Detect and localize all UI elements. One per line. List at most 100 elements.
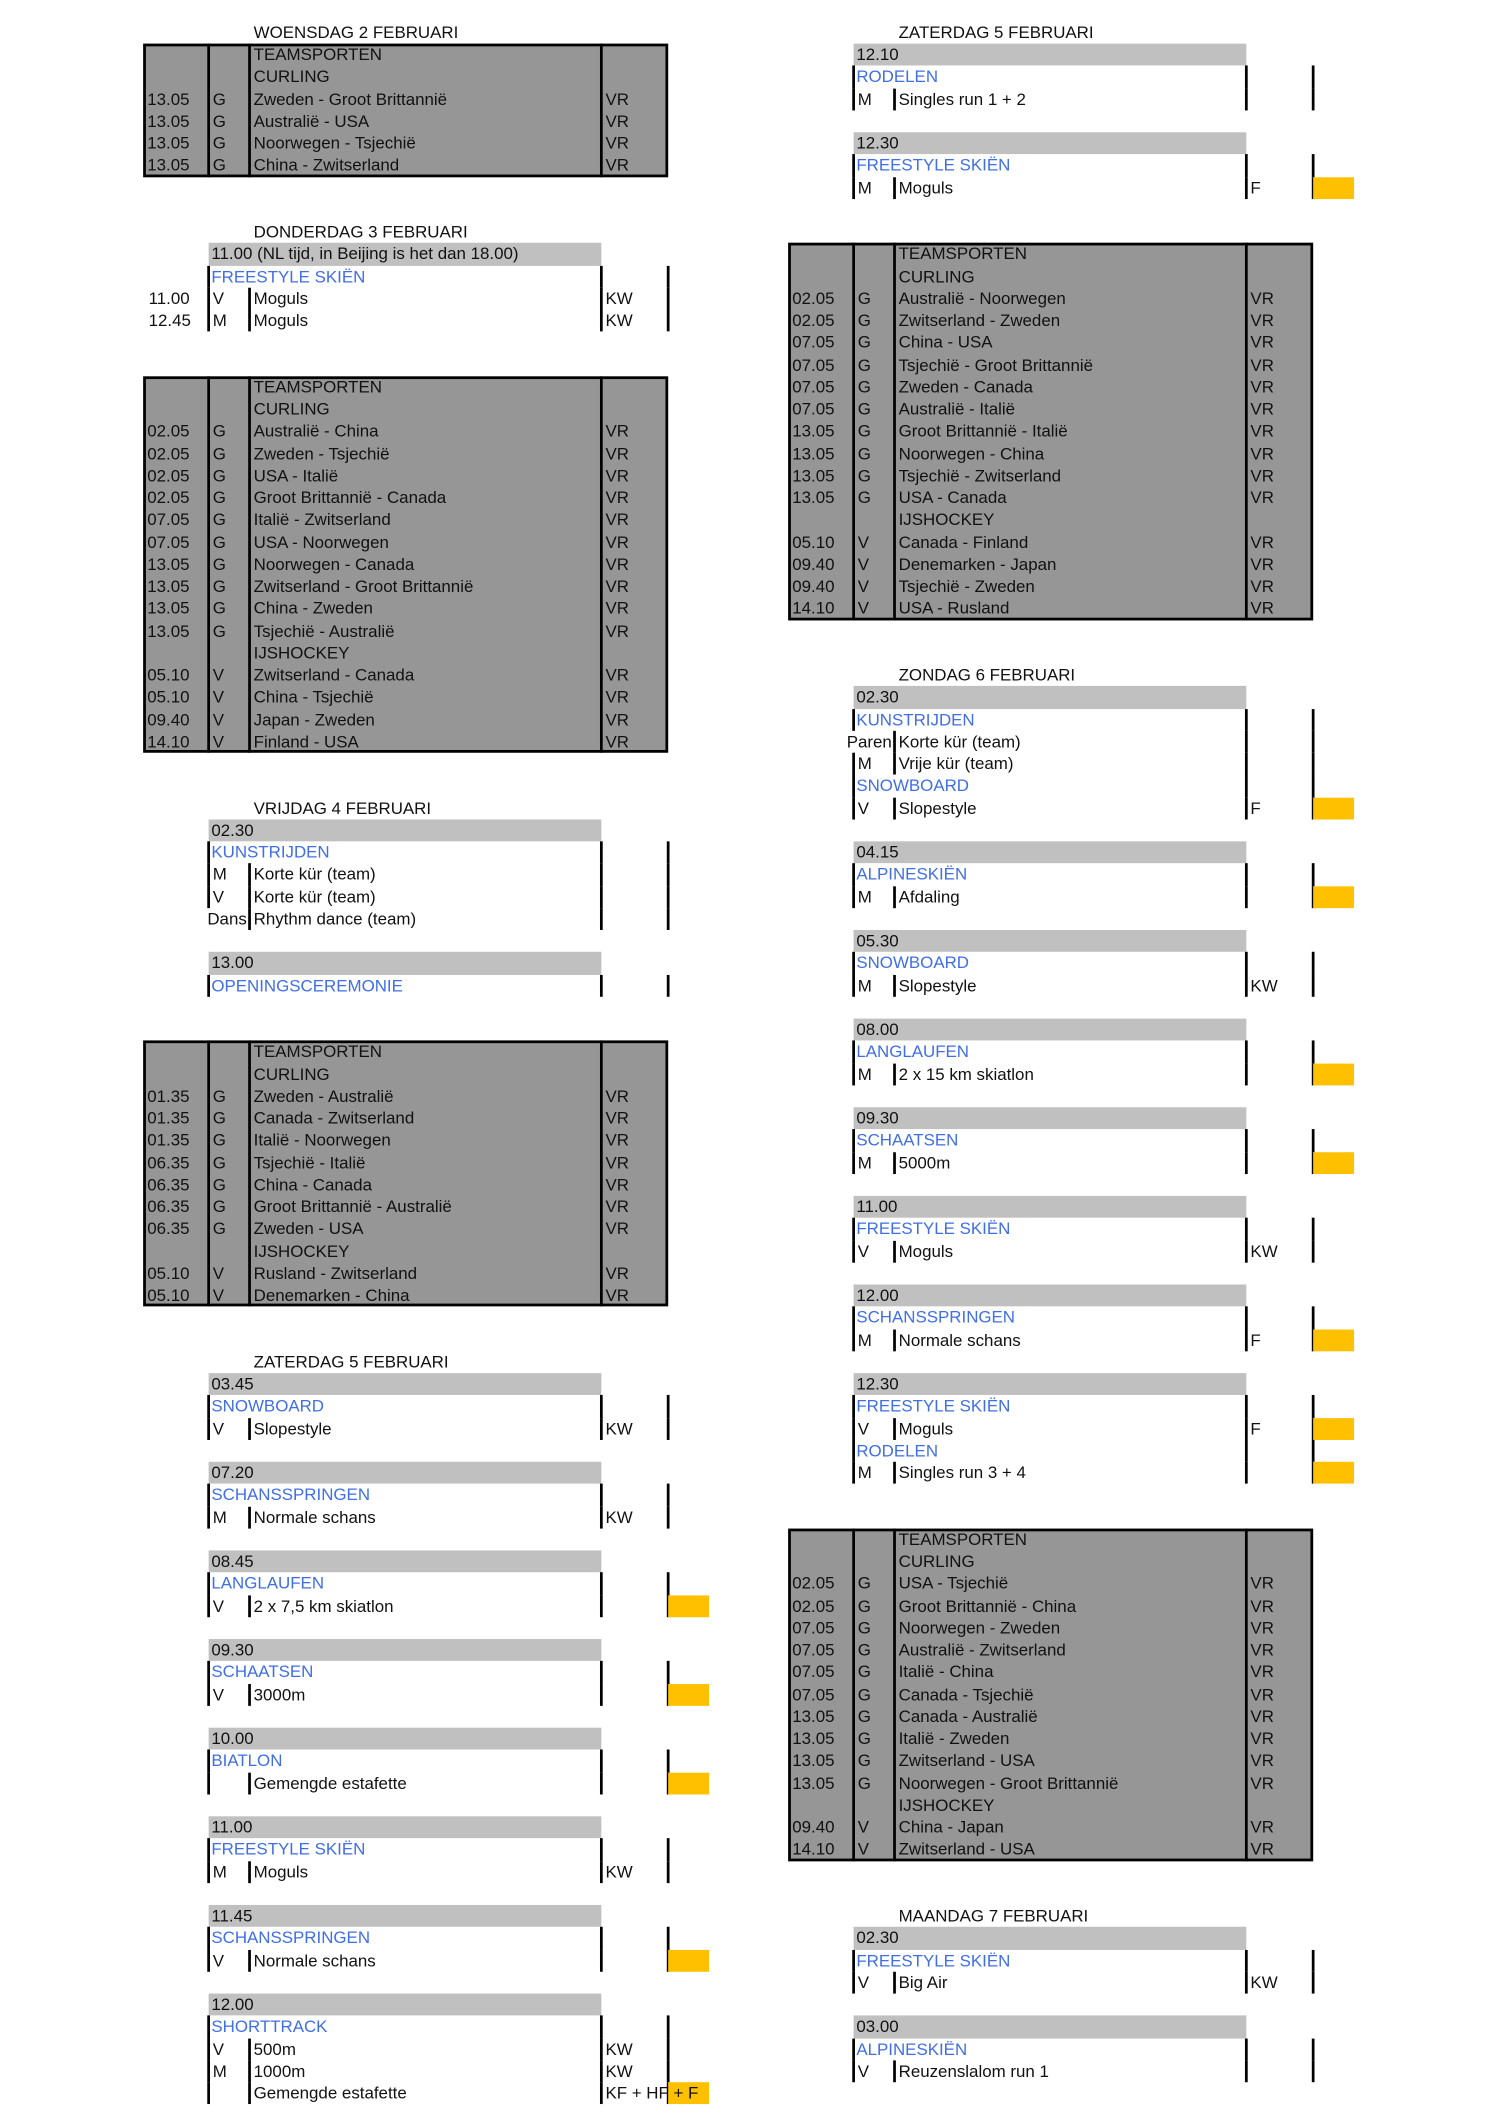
match-teams[interactable]: Italië - Noorwegen: [253, 1130, 391, 1151]
match-teams[interactable]: Noorwegen - Zweden: [898, 1618, 1061, 1638]
column-divider: [893, 1461, 896, 1485]
match-teams[interactable]: USA - Italië: [253, 466, 339, 486]
match-teams[interactable]: Denemarken - Japan: [898, 554, 1057, 574]
match-teams[interactable]: Canada - Australië: [898, 1707, 1038, 1727]
event-name[interactable]: Slopestyle: [898, 798, 977, 818]
match-teams[interactable]: Italië - Zweden: [898, 1729, 1010, 1749]
match-teams[interactable]: Tsjechië - Australië: [253, 621, 395, 641]
event-name[interactable]: Moguls: [253, 288, 309, 309]
match-teams[interactable]: Noorwegen - Canada: [253, 554, 415, 574]
match-teams[interactable]: Zwitserland - USA: [898, 1751, 1035, 1771]
match-teams[interactable]: Italië - China: [898, 1662, 994, 1682]
column-divider: [1244, 1971, 1248, 1994]
event-name[interactable]: Moguls: [898, 178, 954, 198]
column-divider: [1311, 1461, 1315, 1485]
match-teams[interactable]: Australië - Zwitserland: [898, 1640, 1066, 1660]
match-teams[interactable]: Zwitserland - USA: [898, 1840, 1035, 1860]
event-name[interactable]: Rhythm dance (team): [253, 909, 417, 929]
event-name[interactable]: Moguls: [898, 1241, 954, 1261]
match-teams[interactable]: Groot Brittannië - Canada: [253, 488, 447, 508]
match-teams[interactable]: Japan - Zweden: [253, 709, 375, 730]
event-name[interactable]: Gemengde estafette: [253, 1773, 407, 1793]
event-name[interactable]: 5000m: [898, 1153, 951, 1173]
match-teams[interactable]: China - Canada: [253, 1175, 372, 1195]
match-result: VR: [1250, 421, 1274, 441]
event-name[interactable]: 2 x 15 km skiatlon: [898, 1064, 1034, 1084]
match-result: VR: [605, 732, 629, 752]
match-teams[interactable]: Australië - China: [253, 421, 379, 441]
sport-label: SNOWBOARD: [856, 953, 969, 973]
match-teams[interactable]: Zweden - Tsjechië: [253, 444, 390, 464]
match-teams[interactable]: China - Japan: [898, 1817, 1004, 1837]
match-teams[interactable]: Zwitserland - Canada: [253, 665, 415, 685]
match-teams[interactable]: Groot Brittannië - China: [898, 1596, 1077, 1616]
event-name[interactable]: Slopestyle: [898, 975, 977, 995]
match-teams[interactable]: Zwitserland - Groot Brittannië: [253, 576, 474, 597]
event-name[interactable]: Normale schans: [898, 1330, 1021, 1350]
match-teams[interactable]: Canada - Zwitserland: [253, 1108, 415, 1128]
session-time-header: [853, 1018, 1247, 1041]
event-name[interactable]: Normale schans: [253, 1507, 376, 1527]
event-name[interactable]: Singles run 1 + 2: [898, 89, 1026, 109]
match-time: 07.05: [792, 333, 835, 353]
match-teams[interactable]: Australië - USA: [253, 111, 370, 131]
match-teams[interactable]: Italië - Zwitserland: [253, 510, 391, 530]
match-teams[interactable]: USA - Tsjechië: [898, 1574, 1009, 1594]
match-teams[interactable]: Tsjechië - Zwitserland: [898, 466, 1062, 486]
match-teams[interactable]: Noorwegen - Groot Brittannië: [898, 1773, 1119, 1793]
event-name[interactable]: Normale schans: [253, 1950, 376, 1970]
event-name[interactable]: Big Air: [898, 1972, 948, 1993]
event-name[interactable]: Afdaling: [898, 887, 960, 907]
match-teams[interactable]: USA - Canada: [898, 488, 1007, 508]
match-teams[interactable]: Groot Brittannië - Australië: [253, 1197, 452, 1217]
event-result: KW: [1250, 1972, 1278, 1993]
match-gender: G: [857, 1596, 871, 1616]
match-teams[interactable]: Zweden - Canada: [898, 377, 1033, 397]
event-name[interactable]: Korte kür (team): [898, 732, 1021, 752]
match-teams[interactable]: Noorwegen - Tsjechië: [253, 133, 416, 153]
match-teams[interactable]: USA - Rusland: [898, 599, 1010, 619]
match-teams[interactable]: Groot Brittannië - Italië: [898, 421, 1068, 441]
match-teams[interactable]: China - Zweden: [253, 599, 373, 619]
event-name[interactable]: Korte kür (team): [253, 887, 376, 907]
event-name[interactable]: Gemengde estafette: [253, 2083, 407, 2103]
column-divider: [893, 88, 896, 111]
match-teams[interactable]: Rusland - Zwitserland: [253, 1263, 418, 1283]
event-name[interactable]: Slopestyle: [253, 1419, 332, 1439]
match-teams[interactable]: Zweden - Groot Brittannië: [253, 89, 448, 109]
column-divider: [207, 1395, 210, 1418]
match-teams[interactable]: Zweden - USA: [253, 1219, 364, 1239]
event-name[interactable]: Vrije kür (team): [898, 754, 1014, 774]
match-teams[interactable]: Tsjechië - Zweden: [898, 576, 1035, 597]
event-name[interactable]: 3000m: [253, 1684, 306, 1705]
match-teams[interactable]: China - Tsjechië: [253, 687, 374, 707]
column-divider: [599, 2038, 603, 2061]
match-teams[interactable]: China - USA: [898, 333, 993, 353]
event-name[interactable]: 1000m: [253, 2061, 306, 2081]
event-name[interactable]: Reuzenslalom run 1: [898, 2061, 1049, 2081]
event-name[interactable]: Moguls: [898, 1419, 954, 1439]
match-teams[interactable]: Canada - Finland: [898, 532, 1029, 552]
match-teams[interactable]: Zwitserland - Zweden: [898, 311, 1061, 331]
match-teams[interactable]: Australië - Noorwegen: [898, 288, 1066, 309]
match-teams[interactable]: Noorwegen - China: [898, 444, 1045, 464]
match-teams[interactable]: Canada - Tsjechië: [898, 1684, 1034, 1705]
match-teams[interactable]: Zweden - Australië: [253, 1086, 394, 1106]
match-teams[interactable]: USA - Noorwegen: [253, 532, 389, 552]
event-name[interactable]: Moguls: [253, 1862, 309, 1882]
event-name[interactable]: Korte kür (team): [253, 865, 376, 885]
column-divider: [207, 1594, 210, 1618]
match-teams[interactable]: Tsjechië - Groot Brittannië: [898, 355, 1094, 375]
event-name[interactable]: 2 x 7,5 km skiatlon: [253, 1596, 394, 1616]
match-teams[interactable]: Tsjechië - Italië: [253, 1153, 366, 1173]
match-time: 13.05: [147, 576, 190, 597]
match-gender: G: [857, 1729, 871, 1749]
event-name[interactable]: Moguls: [253, 311, 309, 331]
match-teams[interactable]: Denemarken - China: [253, 1286, 410, 1306]
event-name[interactable]: Singles run 3 + 4: [898, 1463, 1026, 1483]
match-teams[interactable]: China - Zwitserland: [253, 155, 400, 176]
match-teams[interactable]: Finland - USA: [253, 732, 359, 752]
match-teams[interactable]: Australië - Italië: [898, 399, 1016, 419]
event-gender: M: [212, 1862, 227, 1882]
event-name[interactable]: 500m: [253, 2039, 296, 2059]
